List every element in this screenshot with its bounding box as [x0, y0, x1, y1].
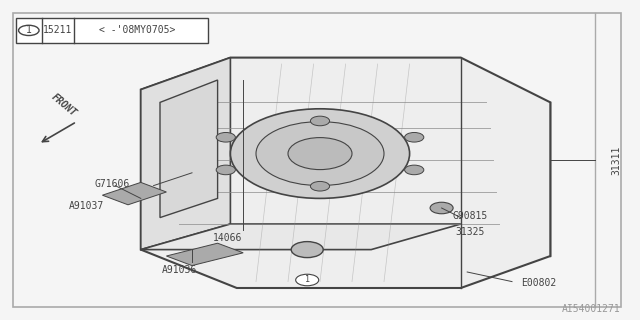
Text: 1: 1: [305, 276, 310, 284]
Circle shape: [216, 165, 236, 175]
Circle shape: [430, 202, 453, 214]
Circle shape: [404, 165, 424, 175]
Polygon shape: [141, 58, 230, 250]
Polygon shape: [102, 182, 166, 205]
Text: E00802: E00802: [522, 278, 557, 288]
Text: G90815: G90815: [452, 211, 488, 221]
Circle shape: [216, 132, 236, 142]
Text: AI54001271: AI54001271: [562, 304, 621, 314]
Text: 31311: 31311: [611, 145, 621, 175]
Polygon shape: [160, 80, 218, 218]
Text: FRONT: FRONT: [49, 92, 79, 119]
Circle shape: [19, 25, 39, 36]
Circle shape: [310, 181, 330, 191]
Text: 1: 1: [26, 25, 32, 36]
Polygon shape: [166, 243, 243, 266]
Circle shape: [230, 109, 410, 198]
Circle shape: [310, 116, 330, 126]
FancyBboxPatch shape: [16, 18, 208, 43]
Polygon shape: [141, 224, 461, 250]
Text: A91036: A91036: [161, 265, 197, 276]
Text: 31325: 31325: [456, 227, 485, 237]
Polygon shape: [141, 58, 550, 288]
Circle shape: [288, 138, 352, 170]
Circle shape: [296, 274, 319, 286]
Text: A91037: A91037: [68, 201, 104, 212]
Text: 15211: 15211: [43, 25, 72, 36]
Circle shape: [291, 242, 323, 258]
Circle shape: [404, 132, 424, 142]
Text: < -'08MY0705>: < -'08MY0705>: [99, 25, 176, 36]
Text: G71606: G71606: [94, 179, 130, 189]
Circle shape: [256, 122, 384, 186]
Text: 14066: 14066: [212, 233, 242, 244]
